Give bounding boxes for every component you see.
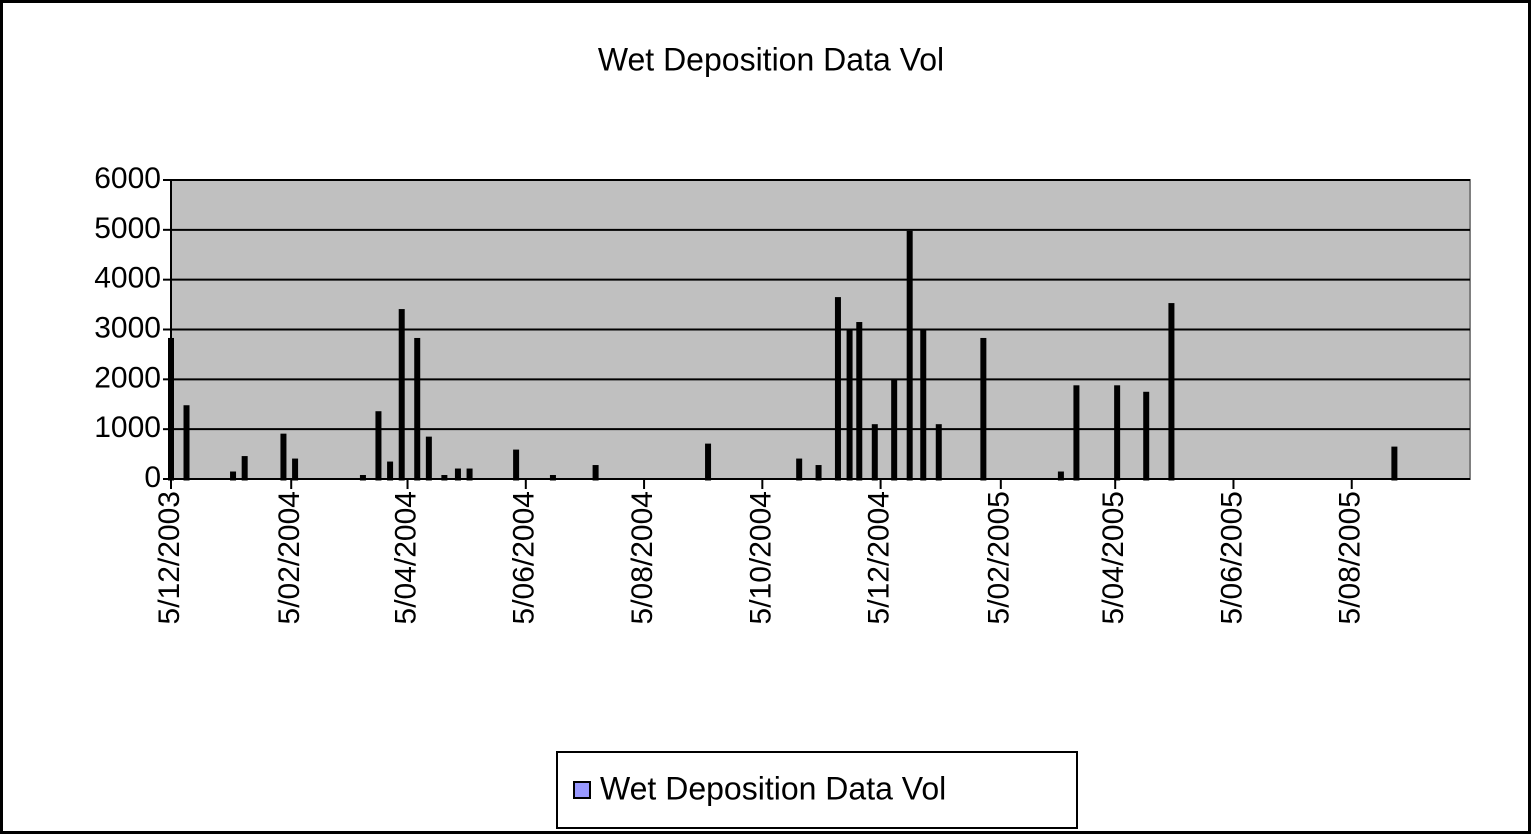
bar — [280, 433, 287, 481]
legend-box — [556, 751, 1078, 829]
bar — [513, 449, 520, 481]
bar — [871, 424, 878, 481]
x-tick-label: 5/08/2004 — [626, 491, 659, 624]
bar — [1073, 385, 1080, 481]
bar — [935, 424, 942, 481]
x-tick-label: 5/04/2004 — [389, 491, 422, 624]
bar — [398, 309, 405, 481]
bar — [906, 230, 913, 481]
bar — [241, 456, 248, 481]
bar — [454, 468, 461, 481]
y-tick-label: 5000 — [94, 212, 161, 245]
bar — [387, 461, 394, 481]
legend-swatch — [573, 781, 591, 799]
y-tick-label: 0 — [144, 461, 161, 494]
bar — [1143, 391, 1150, 481]
y-tick-label: 2000 — [94, 361, 161, 394]
x-tick-label: 5/02/2005 — [983, 491, 1016, 624]
x-tick-label: 5/06/2004 — [508, 491, 541, 624]
bar — [846, 330, 853, 481]
bar — [1114, 385, 1121, 481]
y-tick-label: 3000 — [94, 311, 161, 344]
bar — [375, 411, 382, 481]
y-tick-label: 4000 — [94, 262, 161, 295]
bar — [796, 458, 803, 481]
bar — [592, 465, 599, 481]
bar — [183, 405, 190, 481]
bar — [705, 443, 712, 481]
x-tick-label: 5/12/2004 — [863, 491, 896, 624]
bar — [1391, 446, 1398, 481]
bar — [815, 465, 822, 481]
x-tick-label: 5/06/2005 — [1215, 491, 1248, 624]
x-tick-label: 5/12/2003 — [153, 491, 186, 624]
y-tick-label: 6000 — [94, 162, 161, 195]
bar — [1168, 303, 1175, 481]
x-tick-label: 5/04/2005 — [1097, 491, 1130, 624]
x-tick-label: 5/10/2004 — [744, 491, 777, 624]
y-tick-label: 1000 — [94, 411, 161, 444]
bar — [834, 297, 841, 481]
bar — [856, 322, 863, 481]
bar — [891, 378, 898, 481]
bar — [980, 337, 987, 481]
x-tick-label: 5/02/2004 — [273, 491, 306, 624]
legend-label: Wet Deposition Data Vol — [600, 770, 946, 806]
bar — [466, 468, 473, 481]
x-tick-label: 5/08/2005 — [1334, 491, 1367, 624]
bar — [425, 436, 432, 481]
bar — [414, 337, 421, 481]
bar — [920, 330, 927, 481]
bar — [292, 458, 299, 481]
bar — [168, 337, 174, 481]
chart-title: Wet Deposition Data Vol — [598, 41, 944, 77]
